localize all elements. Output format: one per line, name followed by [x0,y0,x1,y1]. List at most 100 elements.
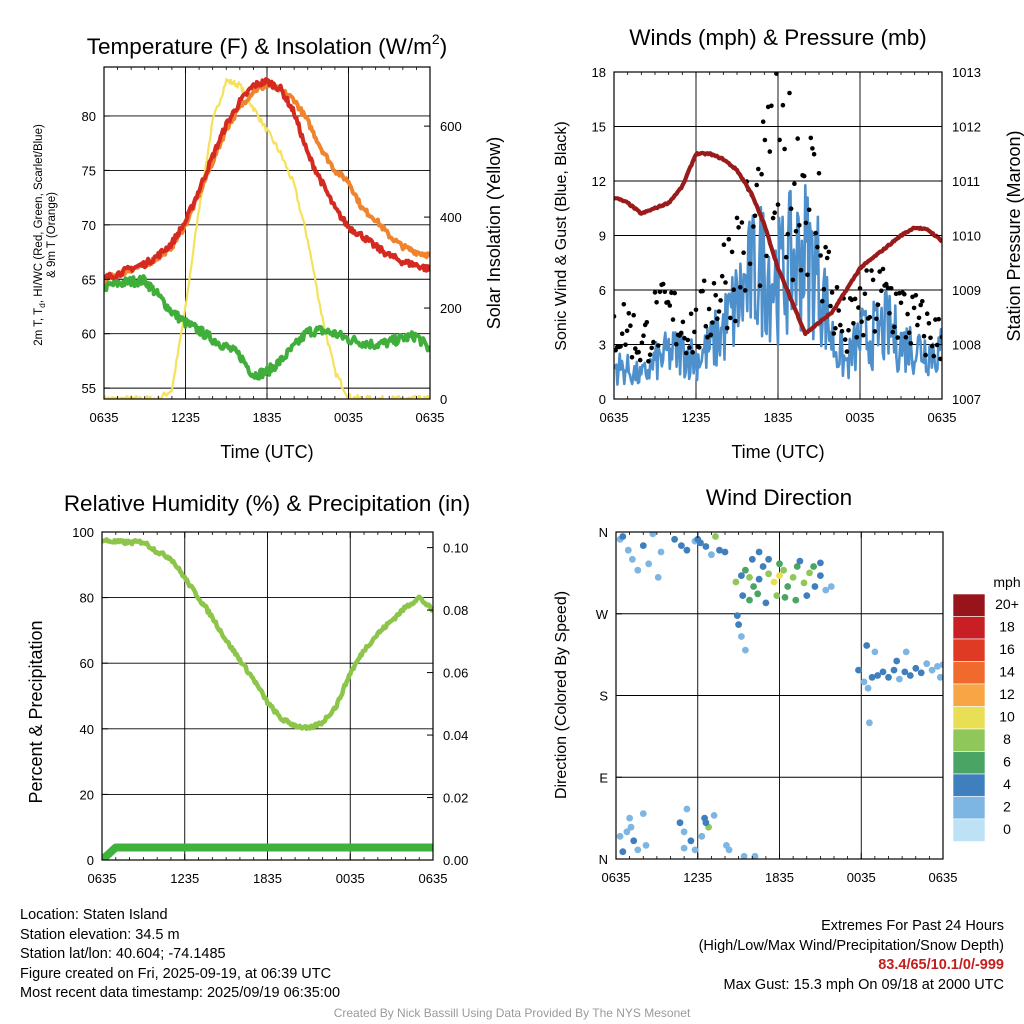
direction-point [742,566,749,574]
direction-point [698,832,706,840]
gust-point [780,102,786,108]
direction-point [746,574,753,581]
gust-point [862,291,868,297]
gust-point [823,244,828,250]
legend-swatch [952,751,986,775]
x-tick-label: 1235 [683,870,712,885]
y-tick-label-right: 0 [440,392,447,407]
station-location: Location: Staten Island [20,907,168,923]
legend-label: 8 [1003,731,1011,747]
gust-point [815,244,820,250]
gust-point [718,298,723,303]
gust-point [628,323,633,329]
gust-point [861,332,866,338]
gust-point [662,289,668,295]
y-tick-label-left: 70 [82,218,96,233]
gust-point [626,311,632,316]
gust-point [697,345,702,350]
humidity-title: Relative Humidity (%) & Precipitation (i… [64,491,470,516]
temperature-panel: Temperature (F) & Insolation (W/m2) 0635… [33,31,504,462]
figure-created: Figure created on Fri, 2025-09-19, at 06… [20,965,332,982]
direction-panel: Wind Direction 0635 1235 1835 0035 0635 N E S W N… [553,485,1021,885]
max-gust: Max Gust: 15.3 mph On 09/18 at 2000 UTC [723,976,1004,993]
winds-xlabel: Time (UTC) [731,442,824,462]
humidity-ticks: 0635 1235 1835 0035 0635 0 20 40 60 80 100 0.00 0.02… [72,525,468,886]
gust-point [803,220,809,226]
direction-point [902,648,910,656]
gust-point [692,329,697,335]
gust-point [726,236,732,242]
direction-point [751,852,759,859]
gust-point [816,171,822,176]
gust-point [637,357,643,363]
gust-point [782,146,787,152]
gust-point [877,269,882,274]
direction-series [616,532,943,859]
direction-point [936,673,943,681]
gust-point [842,337,848,342]
direction-point [803,592,811,599]
y-tick-label-right: 600 [440,119,462,134]
temperature-ylabel-left: 2m T, Td, HI/WC (Red, Green, Scarlet/Blu… [33,124,47,346]
y-tick-label-left: 0 [87,853,94,868]
gust-point [736,225,741,230]
gust-point [708,332,714,338]
x-tick-label: 0635 [90,410,119,425]
direction-point [863,642,871,649]
temperature-xlabel: Time (UTC) [220,442,313,462]
x-tick-label: 0635 [928,410,957,425]
gust-point [647,352,653,358]
legend-swatch [952,773,986,797]
gust-point [820,298,825,304]
direction-point [765,570,772,578]
direction-point [691,846,699,854]
gust-point [706,306,712,312]
x-tick-label: 0035 [847,870,876,885]
winds-series [614,72,942,386]
direction-point [680,844,688,852]
x-tick-label: 1835 [764,410,793,425]
legend-swatch [952,796,986,820]
temperature-ylabel-left-line2: & 9m T (Orange) [46,192,58,278]
gust-point [923,352,928,358]
direction-ylabel: Direction (Colored By Speed) [553,591,570,799]
direction-point [874,672,881,679]
gust-point [824,255,830,261]
direction-point [740,852,748,859]
direction-point [879,668,887,676]
direction-point [683,546,691,554]
y-tick-label-right: 0.10 [443,541,468,556]
legend-swatch [952,638,986,662]
y-tick-label-left: 3 [599,338,606,353]
gust-point [716,309,722,314]
y-tick-label-left: S [599,689,608,704]
gust-point [808,135,814,141]
gust-point [859,319,864,325]
direction-point [624,546,632,554]
direction-point [893,657,901,665]
direction-point [773,592,781,599]
recent-timestamp: Most recent data timestamp: 2025/09/19 0… [20,985,341,1001]
direction-point [755,548,763,556]
direction-point [616,832,624,840]
gust-point [887,311,892,316]
winds-title: Winds (mph) & Pressure (mb) [629,25,927,50]
gust-point [700,288,705,294]
direction-point [623,828,631,836]
gust-point [685,337,691,343]
gust-point [767,149,773,154]
station-elevation: Station elevation: 34.5 m [20,926,180,943]
direction-point [619,848,627,856]
gust-point [770,215,776,221]
legend-label: 20+ [995,596,1019,612]
humidity-series [102,537,433,860]
gust-point [644,320,650,325]
gust-point [903,335,909,340]
legend-label: 14 [999,664,1015,680]
gust-point [826,249,832,255]
direction-point [642,842,650,849]
temperature-ticks: 0635 1235 1835 0035 0635 55 60 65 70 75 80 0 200 400 6… [82,67,462,425]
direction-point [800,579,808,587]
gust-point [916,315,922,321]
gust-point [693,307,699,313]
